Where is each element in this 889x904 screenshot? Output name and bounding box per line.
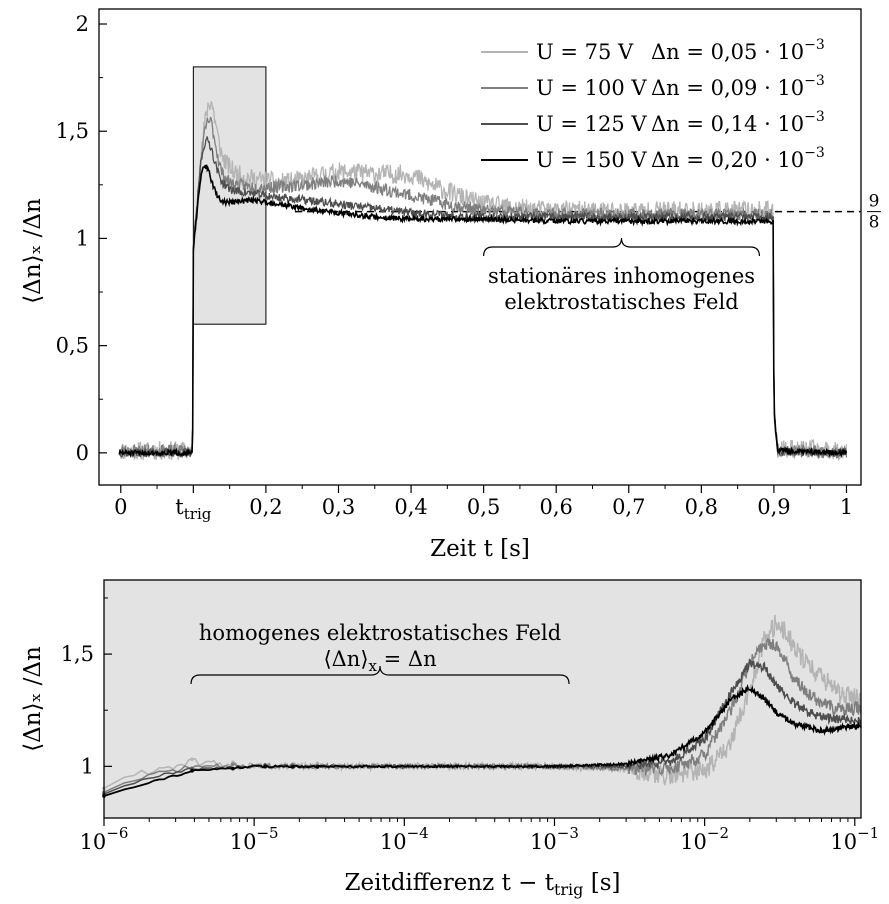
x-tick-label: 0,2 <box>249 495 282 519</box>
legend: U = 75 V Δn = 0,05 · 10−3U = 100 V Δn = 0,… <box>481 37 825 172</box>
annotation-brace <box>190 665 570 685</box>
y-tick-label: 0,5 <box>56 334 89 358</box>
x-axis-label-unit: [s] <box>583 870 620 896</box>
x-tick-label: 10−1 <box>830 824 879 854</box>
x-axis-label: Zeit t [s] <box>430 536 530 562</box>
x-tick-exponent: −4 <box>407 824 429 842</box>
y-axis-ticks: 0 0,5 1 1,5 2 <box>56 12 107 465</box>
fraction-numerator: 9 <box>869 192 880 212</box>
legend-voltage: U = 75 V <box>536 40 634 64</box>
x-tick-exponent: −5 <box>256 824 278 842</box>
x-tick-label: 10−5 <box>230 824 279 854</box>
y-tick-label: 1,5 <box>56 119 89 143</box>
bottom-series-group <box>102 614 862 798</box>
x-tick-label: 0,9 <box>757 495 790 519</box>
legend-exponent: −3 <box>804 37 825 53</box>
annotation-line-2: ⟨Δn⟩x = Δn <box>323 647 436 675</box>
legend-exponent: −3 <box>804 73 825 89</box>
legend-voltage: U = 100 V <box>536 76 647 100</box>
y-axis-label: ⟨Δn⟩ₓ /Δn <box>20 198 46 304</box>
y-tick-label: 2 <box>76 12 89 36</box>
series-line-3 <box>118 136 848 459</box>
plot-frame <box>103 579 862 819</box>
legend-delta-n: Δn = 0,05 · 10−3 <box>651 37 825 64</box>
x-tick-label: 10−2 <box>680 824 729 854</box>
x-tick-label: 0,4 <box>394 495 427 519</box>
x-axis-ticks: 10−6 10−5 10−4 10−3 10−2 10−1 <box>80 818 879 854</box>
series-line-4 <box>118 164 848 459</box>
top-series-group <box>118 101 848 461</box>
legend-voltage: U = 125 V <box>536 112 647 136</box>
annotation-line-1: stationäres inhomogenes <box>488 264 755 288</box>
x-tick-exponent: −6 <box>106 824 128 842</box>
x-axis-label: Zeitdifferenz t − ttrig [s] <box>345 870 621 899</box>
y-tick-label: 1,5 <box>61 642 94 666</box>
x-tick-label: 0,3 <box>322 495 355 519</box>
bottom-chart: 10−6 10−5 10−4 10−3 10−2 10−1 11,5 homogenes … <box>20 579 879 899</box>
annotation-rhs: = Δn <box>377 647 437 671</box>
annotation-lhs: ⟨Δn⟩ <box>323 647 368 671</box>
x-axis-label-subscript: trig <box>554 880 583 899</box>
x-tick-label: 1 <box>840 495 853 519</box>
x-axis-label-main: Zeitdifferenz t − t <box>345 870 555 896</box>
data-point <box>231 762 235 767</box>
y-tick-label: 1 <box>81 754 94 778</box>
x-tick-label: 0 <box>114 495 127 519</box>
x-axis-ticks: 0 ttrig 0,2 0,3 0,4 0,5 0,6 0,7 0,8 0,9 1 <box>114 485 853 523</box>
series-4 <box>102 683 862 798</box>
series-line-4 <box>103 683 862 797</box>
data-point <box>263 764 267 769</box>
series-line-1 <box>118 101 848 461</box>
x-tick-exponent: −1 <box>857 824 879 842</box>
x-tick-label: 10−4 <box>380 824 429 854</box>
x-tick-label: 0,7 <box>612 495 645 519</box>
x-tick-label: ttrig <box>175 495 211 523</box>
legend-delta-n: Δn = 0,09 · 10−3 <box>651 73 825 100</box>
annotation-line-1: homogenes elektrostatisches Feld <box>199 621 561 645</box>
x-tick-label: 10−6 <box>80 824 129 854</box>
y-tick-label: 0 <box>76 441 89 465</box>
annotation-line-2: elektrostatisches Feld <box>504 290 738 314</box>
data-point <box>190 757 194 762</box>
data-point <box>290 765 295 769</box>
top-chart: 0 ttrig 0,2 0,3 0,4 0,5 0,6 0,7 0,8 0,9 1 0 0,5 1 1,5… <box>20 8 881 562</box>
annotation-brace <box>483 237 760 257</box>
x-tick-label: 0,5 <box>467 495 500 519</box>
legend-delta-n: Δn = 0,14 · 10−3 <box>651 109 825 136</box>
x-tick-exponent: −2 <box>707 824 729 842</box>
fraction-denominator: 8 <box>869 213 880 233</box>
x-tick-label: 10−3 <box>530 824 579 854</box>
y-tick-label: 1 <box>76 226 89 250</box>
y-axis-ticks: 11,5 <box>61 597 112 778</box>
legend-delta-n: Δn = 0,20 · 10−3 <box>651 145 825 172</box>
data-point <box>190 769 194 773</box>
x-tick-subscript: trig <box>184 505 212 523</box>
legend-exponent: −3 <box>804 109 825 125</box>
legend-exponent: −3 <box>804 145 825 161</box>
series-line-2 <box>118 116 848 460</box>
legend-voltage: U = 150 V <box>536 148 647 172</box>
annotation-subscript: x <box>369 657 378 675</box>
y-axis-label: ⟨Δn⟩ₓ /Δn <box>20 646 46 752</box>
plot-frame <box>98 8 862 486</box>
x-tick-exponent: −3 <box>557 824 579 842</box>
data-point <box>315 765 320 769</box>
data-point <box>231 766 235 771</box>
x-tick-label: 0,8 <box>685 495 718 519</box>
x-tick-label: 0,6 <box>539 495 572 519</box>
